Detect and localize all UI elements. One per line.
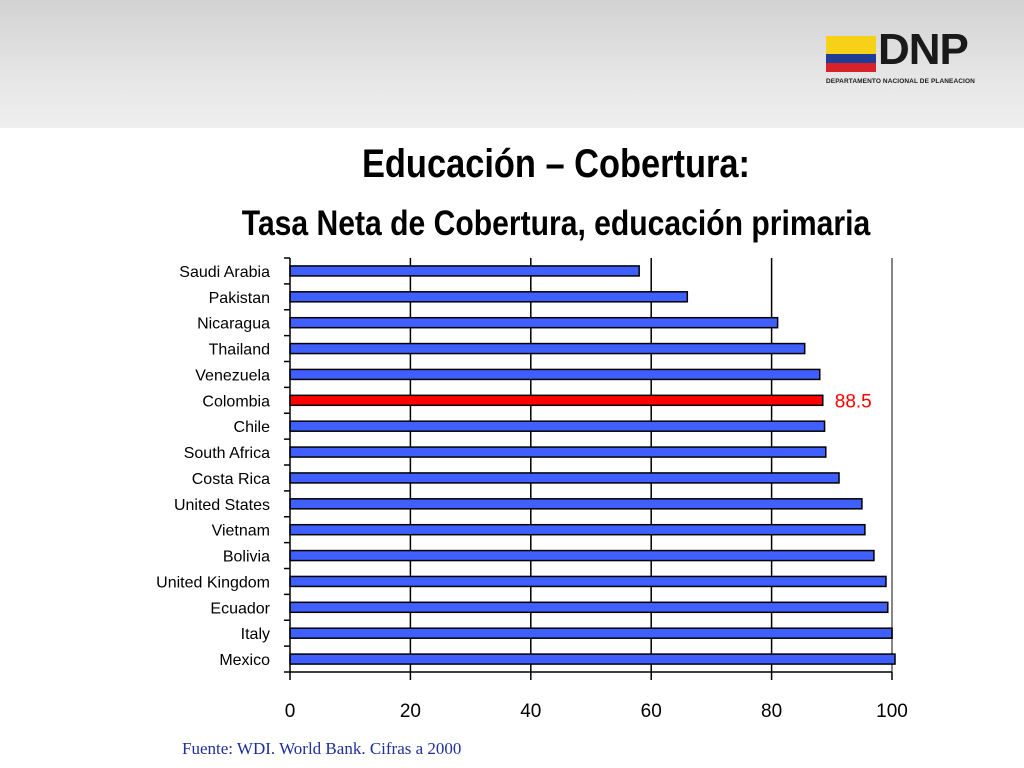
x-tick-label: 40 bbox=[520, 701, 541, 722]
bar-united-kingdom bbox=[289, 575, 887, 588]
category-label: Ecuador bbox=[210, 600, 270, 617]
bar-costa-rica bbox=[289, 472, 840, 484]
bar-bolivia bbox=[289, 549, 875, 562]
bar-venezuela bbox=[289, 368, 821, 381]
bar-united-states bbox=[289, 498, 863, 510]
slide-subtitle: Tasa Neta de Cobertura, educación primar… bbox=[241, 204, 871, 243]
category-label: Chile bbox=[234, 419, 271, 436]
category-label: Nicaragua bbox=[197, 316, 270, 333]
x-tick-label: 0 bbox=[285, 701, 296, 722]
category-label: Saudi Arabia bbox=[179, 264, 270, 281]
x-tick-label: 80 bbox=[761, 701, 782, 722]
category-label: Mexico bbox=[219, 652, 270, 669]
x-tick-label: 100 bbox=[876, 701, 908, 722]
bar-pakistan bbox=[289, 291, 689, 303]
category-label: Costa Rica bbox=[192, 471, 270, 488]
category-label: Italy bbox=[241, 626, 270, 643]
bar-saudi-arabia bbox=[289, 265, 640, 277]
bar-south-africa bbox=[289, 446, 827, 458]
bar-vietnam bbox=[289, 523, 866, 536]
category-label: Venezuela bbox=[195, 367, 270, 384]
category-label: United States bbox=[174, 497, 270, 514]
dnp-logo: DNP DEPARTAMENTO NACIONAL DE PLANEACION bbox=[826, 28, 1001, 94]
logo-subtitle: DEPARTAMENTO NACIONAL DE PLANEACION bbox=[826, 78, 975, 85]
x-tick-label: 20 bbox=[400, 701, 421, 722]
bar-mexico bbox=[289, 653, 896, 665]
bar-ecuador bbox=[289, 601, 889, 614]
category-label: Bolivia bbox=[223, 549, 270, 566]
category-label: Pakistan bbox=[209, 290, 270, 307]
category-label: United Kingdom bbox=[156, 574, 270, 591]
logo-name: DNP bbox=[878, 25, 969, 74]
category-label: Vietnam bbox=[212, 523, 270, 540]
colombia-flag-icon bbox=[826, 36, 876, 72]
category-label: Colombia bbox=[202, 393, 270, 410]
bar-colombia bbox=[289, 394, 824, 407]
bar-italy bbox=[289, 627, 893, 639]
highlight-data-label: 88.5 bbox=[835, 391, 872, 412]
slide-title: Educación – Cobertura: bbox=[361, 142, 751, 186]
bar-nicaragua bbox=[289, 316, 779, 329]
x-tick-label: 60 bbox=[641, 701, 662, 722]
bar-thailand bbox=[289, 342, 806, 355]
category-label: Thailand bbox=[209, 342, 270, 359]
source-note: Fuente: WDI. World Bank. Cifras a 2000 bbox=[182, 739, 462, 758]
category-label: South Africa bbox=[184, 445, 270, 462]
bar-chile bbox=[289, 420, 826, 432]
